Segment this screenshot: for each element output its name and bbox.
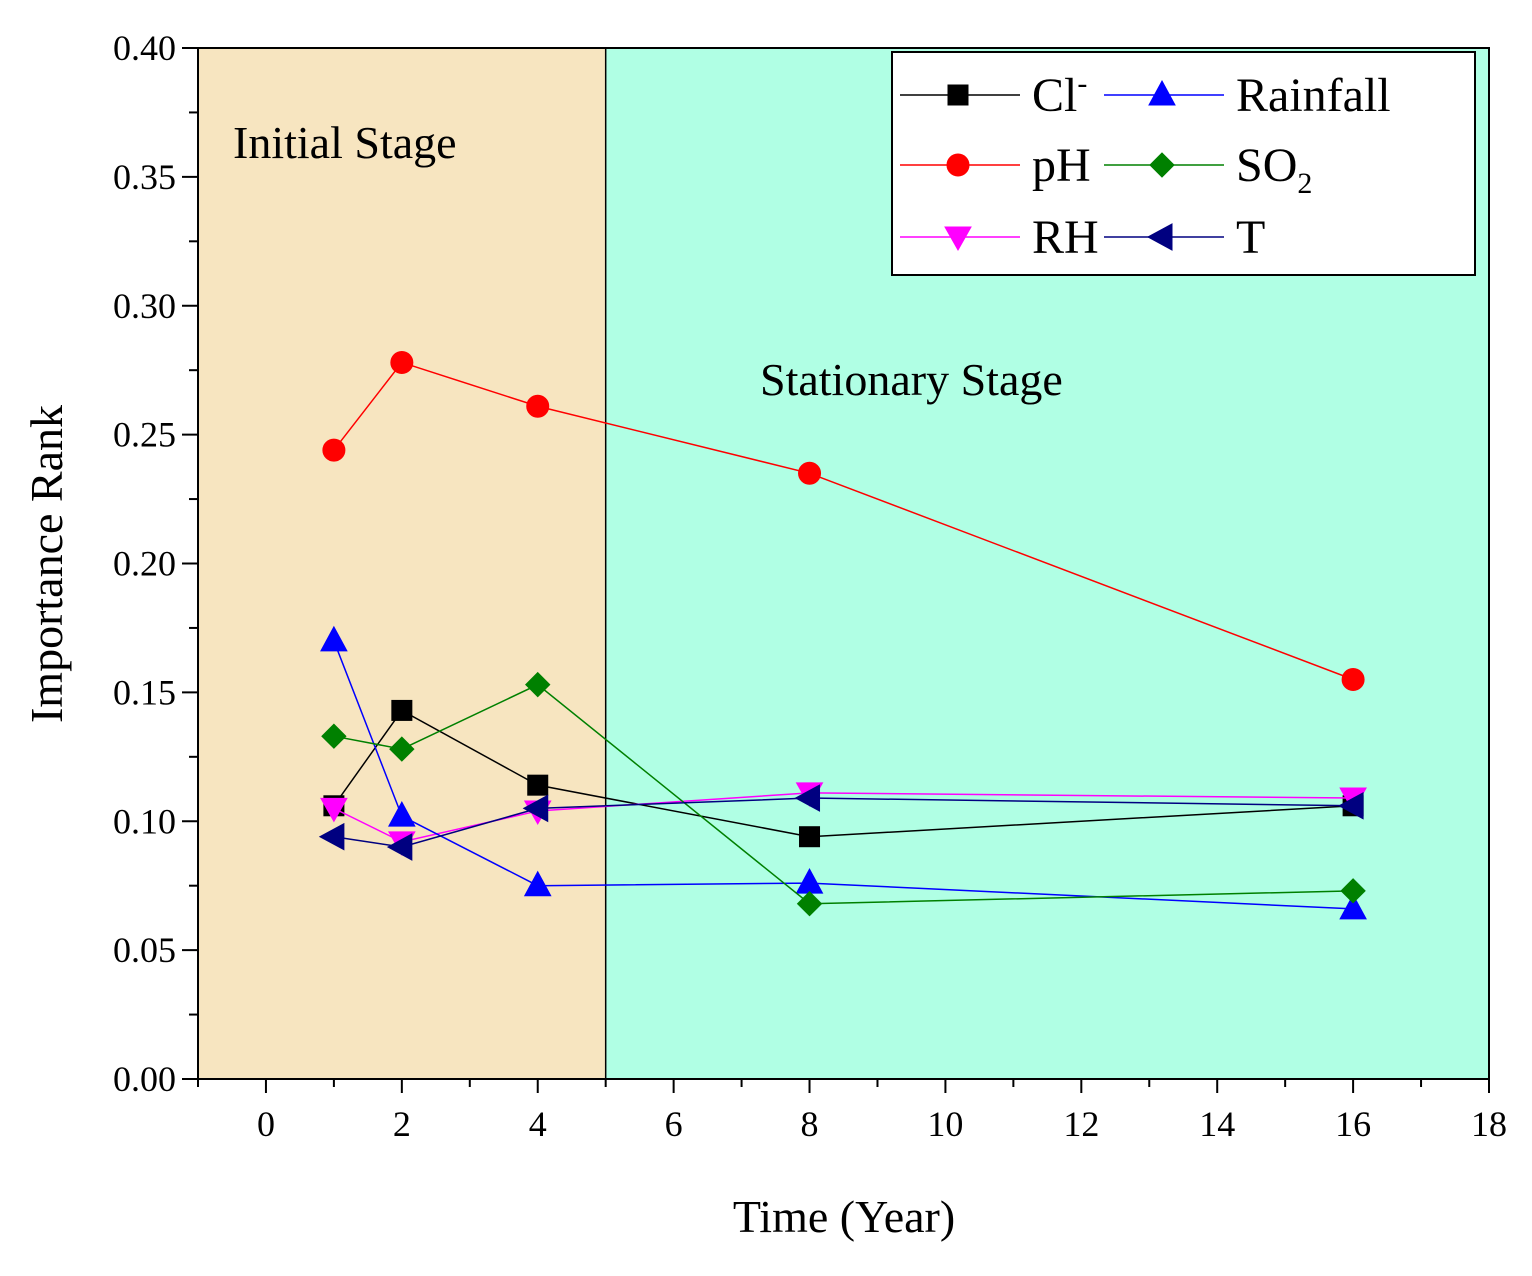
legend-entry-t: T xyxy=(1104,211,1265,264)
legend-marker xyxy=(1146,223,1173,251)
data-point-rainfall xyxy=(523,870,552,897)
data-point-ph xyxy=(798,461,822,485)
data-point-t xyxy=(522,794,549,823)
data-point-so xyxy=(321,723,347,749)
data-point-so xyxy=(1340,878,1366,904)
data-point-ph xyxy=(390,350,414,374)
data-point-ph xyxy=(1341,667,1365,691)
data-point-ph xyxy=(322,438,346,462)
y-tick-label: 0.35 xyxy=(113,157,176,197)
data-point-rainfall xyxy=(388,801,416,827)
series-t xyxy=(318,784,1364,861)
legend-label: RH xyxy=(1032,211,1099,264)
stage-region-0 xyxy=(198,48,606,1079)
x-tick-label: 18 xyxy=(1471,1104,1507,1144)
x-tick-label: 4 xyxy=(529,1104,547,1144)
initial-stage-label: Initial Stage xyxy=(233,117,457,168)
y-tick-label: 0.00 xyxy=(113,1059,176,1099)
data-point-ph xyxy=(526,394,550,418)
legend-marker xyxy=(946,153,970,177)
series-ph xyxy=(322,350,1365,691)
y-tick-label: 0.25 xyxy=(113,415,176,455)
stationary-stage-label: Stationary Stage xyxy=(760,354,1063,405)
data-point-t xyxy=(386,833,413,861)
legend-box xyxy=(891,51,1476,276)
legend-subscript: 2 xyxy=(1297,167,1312,200)
data-point-so xyxy=(389,736,415,762)
series-layer xyxy=(318,350,1367,920)
data-point-cl xyxy=(527,774,549,796)
legend-label: SO2 xyxy=(1236,139,1312,200)
x-tick-label: 6 xyxy=(665,1104,683,1144)
legend-label: pH xyxy=(1032,139,1091,192)
legend-entry-ph: pH xyxy=(900,139,1091,192)
y-tick-label: 0.30 xyxy=(113,286,176,326)
y-tick-label: 0.05 xyxy=(113,930,176,970)
x-tick-label: 12 xyxy=(1063,1104,1099,1144)
data-point-so xyxy=(796,891,823,917)
y-tick-label: 0.40 xyxy=(113,28,176,68)
legend-marker xyxy=(1148,79,1176,106)
data-point-rainfall xyxy=(320,625,348,652)
legend-entry-so: SO2 xyxy=(1104,139,1312,200)
data-point-so xyxy=(525,671,551,698)
legend-marker xyxy=(944,226,972,252)
data-point-rainfall xyxy=(1339,893,1367,920)
legend-marker xyxy=(947,84,969,106)
legend-label: Rainfall xyxy=(1236,69,1391,122)
legend-superscript: - xyxy=(1077,67,1087,100)
x-tick-label: 8 xyxy=(801,1104,819,1144)
x-tick-label: 10 xyxy=(927,1104,963,1144)
y-tick-label: 0.15 xyxy=(113,672,176,712)
legend-label: T xyxy=(1236,211,1265,264)
axes: 0 2 4 6 8 10 12 14 16 18 0.00 0.05 0.10 0.15 0.20 0.25 0… xyxy=(113,28,1507,1144)
y-axis-title: Importance Rank xyxy=(21,405,72,723)
y-tick-label: 0.20 xyxy=(113,544,176,584)
data-point-t xyxy=(1338,791,1364,820)
legend-entry-rh: RH xyxy=(900,211,1099,264)
data-point-t xyxy=(794,784,821,812)
legend-entry-rainfall: Rainfall xyxy=(1104,69,1391,122)
data-point-rh xyxy=(320,797,348,823)
data-point-t xyxy=(318,822,345,851)
legend-marker xyxy=(1149,152,1175,178)
series-so xyxy=(321,671,1366,917)
x-tick-label: 16 xyxy=(1335,1104,1371,1144)
y-tick-label: 0.10 xyxy=(113,801,176,841)
data-point-cl xyxy=(799,826,821,848)
x-tick-label: 2 xyxy=(393,1104,411,1144)
x-tick-label: 0 xyxy=(257,1104,275,1144)
series-rainfall xyxy=(320,625,1367,920)
data-point-cl xyxy=(391,699,413,721)
x-axis-title: Time (Year) xyxy=(733,1191,955,1242)
x-tick-label: 14 xyxy=(1199,1104,1235,1144)
